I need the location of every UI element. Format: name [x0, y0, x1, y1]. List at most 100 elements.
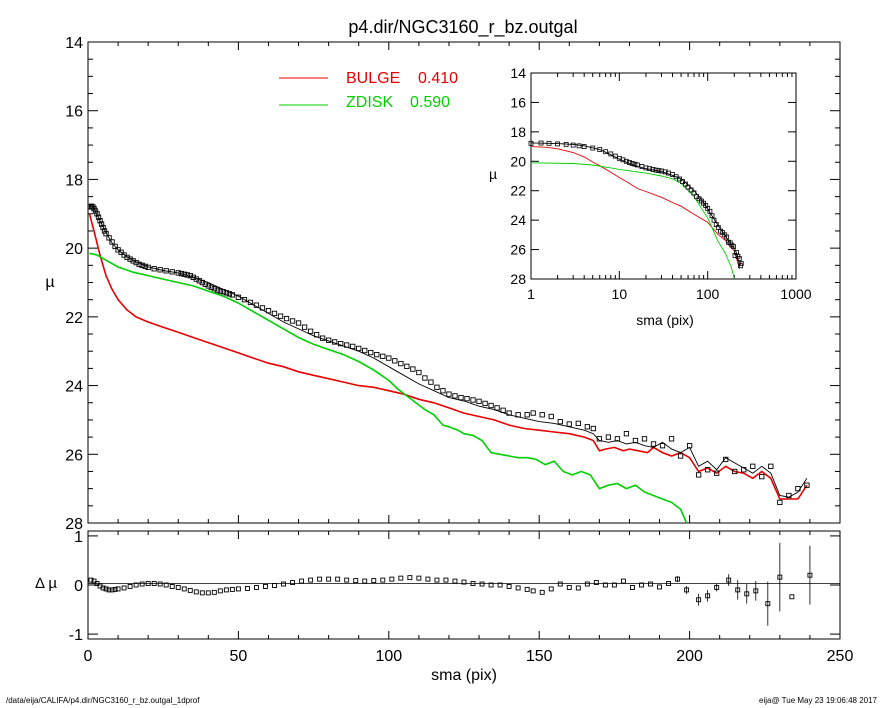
inset-x-tick-label: 1000 [780, 286, 811, 302]
residual-point [91, 578, 97, 584]
legend-zdisk-value: 0.590 [410, 94, 450, 111]
data-point [732, 468, 738, 475]
inset-data-point [563, 141, 569, 147]
data-point [768, 463, 774, 469]
residual-point [223, 587, 229, 593]
data-point [184, 272, 190, 278]
main-y-tick-label: 24 [65, 379, 83, 396]
residual-point [389, 576, 395, 582]
main-y-tick-label: 14 [65, 35, 83, 52]
residual-point [94, 581, 100, 586]
residual-x-tick-label: 250 [827, 648, 854, 665]
inset-plot-background [531, 73, 796, 279]
data-point [97, 218, 103, 224]
inset-x-axis-label: sma (pix) [636, 312, 694, 328]
legend-zdisk-name: ZDISK [346, 94, 393, 111]
data-point [668, 436, 675, 442]
residual-point [789, 594, 795, 600]
data-point [98, 221, 105, 227]
residual-point [452, 578, 458, 584]
residual-point [193, 589, 199, 595]
data-point [101, 228, 108, 234]
data-point [136, 261, 142, 267]
data-point [124, 254, 130, 261]
residual-point [326, 576, 332, 582]
residual-point [593, 580, 599, 585]
data-point [178, 270, 184, 277]
residual-point [308, 577, 314, 583]
residual-point [620, 578, 626, 584]
residual-point [253, 585, 259, 590]
inset-data-point [528, 140, 534, 146]
inset-data-point [662, 169, 668, 175]
inset-data-point [590, 145, 596, 151]
data-point [494, 405, 500, 411]
data-point [271, 310, 278, 317]
main-y-tick-label: 20 [65, 241, 83, 258]
residual-point [380, 577, 386, 583]
data-point [650, 441, 657, 447]
residual-point [557, 581, 563, 587]
residual-point [506, 584, 512, 589]
residual-y-tick-label: 0 [74, 578, 83, 595]
data-point [804, 482, 810, 488]
residual-point [753, 588, 759, 594]
residual-point [548, 586, 554, 592]
data-point [410, 366, 416, 372]
inset-data-point [677, 176, 682, 182]
inset-data-point [576, 143, 582, 149]
residual-point [371, 578, 377, 584]
residual-point [235, 586, 241, 592]
data-point [350, 343, 356, 350]
footer-user-timestamp: eija@ Tue May 23 19:06:48 2017 [759, 696, 877, 705]
inset-x-tick-label: 100 [696, 286, 720, 302]
data-point [112, 243, 118, 250]
data-point [434, 384, 440, 390]
data-point [530, 410, 536, 416]
residual-point [497, 582, 503, 588]
inset-y-tick-label: 14 [510, 65, 526, 81]
data-point [566, 421, 572, 427]
residual-point [211, 589, 217, 595]
inset-y-tick-label: 26 [510, 242, 526, 258]
residual-point [103, 586, 109, 592]
data-point [175, 270, 181, 276]
data-point [229, 292, 236, 298]
inset-x-tick-label: 1 [527, 286, 535, 302]
data-point [193, 276, 199, 282]
data-point [750, 463, 756, 469]
data-point [452, 393, 458, 399]
data-point [470, 397, 476, 403]
inset-series-line-zdisk [530, 162, 735, 280]
data-point [641, 436, 648, 442]
residual-point [344, 577, 350, 583]
data-point [307, 328, 314, 334]
data-point [295, 320, 302, 326]
residual-point [425, 576, 431, 582]
residual-point [530, 588, 536, 594]
residual-point [470, 581, 476, 586]
data-point [332, 339, 338, 345]
residual-point [675, 576, 681, 582]
inset-data-point [629, 161, 635, 166]
data-point [163, 268, 169, 274]
residual-point [629, 585, 635, 590]
data-point [428, 379, 434, 385]
data-point [500, 407, 506, 413]
data-point [133, 259, 139, 266]
inset-data-point [732, 253, 738, 258]
inset-data-point [650, 166, 656, 172]
inset-data-point [597, 147, 603, 152]
legend: BULGE 0.410 ZDISK 0.590 [279, 70, 458, 111]
residual-point [181, 586, 187, 592]
residual-point [199, 590, 205, 596]
data-point [196, 278, 202, 284]
footer-file-path: /data/eija/CALIFA/p4.dir/NGC3160_r_bz.ou… [6, 696, 200, 705]
data-point [404, 363, 410, 369]
inset-data-point [683, 181, 688, 187]
inset-data-point [685, 184, 691, 190]
data-point [440, 388, 446, 394]
data-point [265, 308, 272, 314]
inset-y-tick-label: 18 [510, 124, 526, 140]
residual-point [461, 579, 467, 585]
